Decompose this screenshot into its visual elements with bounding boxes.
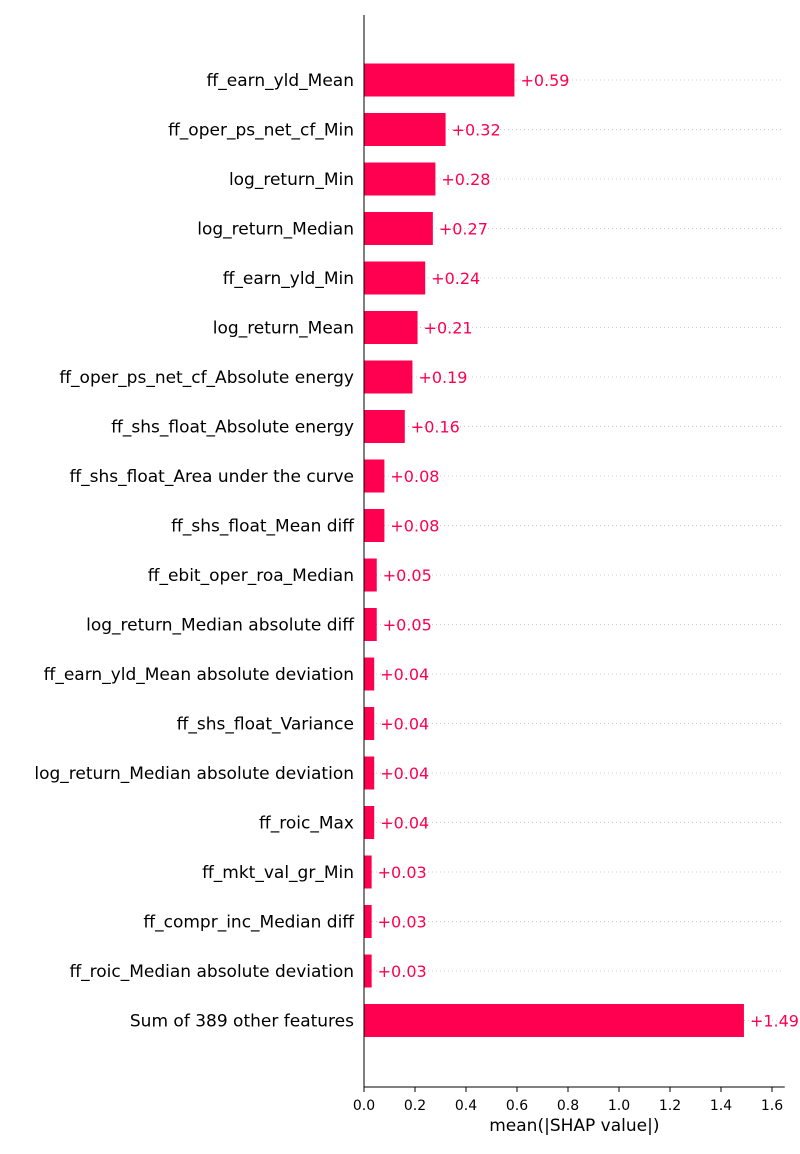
feature-label: log_return_Mean [213, 319, 354, 339]
value-label: +0.03 [378, 913, 427, 932]
x-tick-label: 1.6 [761, 1098, 783, 1114]
x-axis-ticks: 0.0 0.2 0.4 0.6 0.8 1.0 1.2 1.4 1.6 [353, 1087, 783, 1114]
feature-label: ff_shs_float_Area under the curve [69, 467, 354, 487]
bar [364, 806, 375, 839]
bar [364, 113, 446, 146]
bar [364, 261, 426, 295]
value-label: +0.04 [380, 665, 429, 684]
value-label: +0.28 [441, 170, 490, 189]
feature-label: ff_oper_ps_net_cf_Min [168, 121, 354, 141]
bar [364, 360, 413, 394]
value-label: +0.08 [390, 517, 439, 536]
value-label: +0.21 [424, 319, 473, 338]
feature-label: ff_shs_float_Mean diff [171, 517, 355, 537]
value-label: +0.03 [378, 962, 427, 981]
feature-label: ff_ebit_oper_roa_Median [148, 566, 354, 586]
value-label: +0.05 [383, 616, 432, 635]
value-label: +1.49 [750, 1012, 799, 1031]
value-label: +0.19 [418, 368, 467, 387]
x-tick-label: 0.8 [557, 1098, 579, 1114]
feature-label: Sum of 389 other features [130, 1012, 354, 1032]
bar [364, 657, 375, 691]
bar [364, 1004, 744, 1037]
bar [364, 459, 385, 493]
x-tick-label: 1.4 [710, 1098, 732, 1114]
value-label: +0.03 [378, 863, 427, 882]
x-tick-label: 0.6 [506, 1098, 528, 1114]
x-tick-label: 0.2 [404, 1098, 426, 1114]
bar [364, 558, 377, 592]
value-label: +0.32 [452, 121, 501, 140]
feature-label: ff_roic_Median absolute deviation [69, 962, 354, 982]
value-label: +0.24 [431, 269, 480, 288]
feature-label: log_return_Median absolute diff [86, 616, 355, 636]
value-labels: +0.59 +0.32 +0.28 +0.27 +0.24 +0.21 +0.19 +0.16… [378, 71, 799, 1031]
feature-label: ff_compr_inc_Median diff [143, 913, 355, 933]
feature-labels: ff_earn_yld_Mean ff_oper_ps_net_cf_Minlog… [34, 71, 355, 1032]
bar [364, 954, 372, 988]
feature-label: ff_shs_float_Variance [177, 715, 354, 735]
value-label: +0.05 [383, 566, 432, 585]
value-label: +0.04 [380, 764, 429, 783]
feature-label: log_return_Median [197, 220, 354, 240]
axes [363, 15, 785, 1088]
bar [364, 905, 372, 938]
bar [364, 509, 385, 542]
x-tick-label: 1.0 [608, 1098, 630, 1114]
x-tick-label: 0.0 [353, 1098, 375, 1114]
bars [364, 63, 744, 1037]
bar [364, 162, 436, 196]
feature-label: ff_roic_Max [259, 814, 354, 834]
feature-label: log_return_Min [229, 170, 354, 190]
feature-label: ff_shs_float_Absolute energy [111, 418, 354, 438]
bar [364, 410, 405, 443]
feature-label: ff_oper_ps_net_cf_Absolute energy [59, 368, 354, 388]
value-label: +0.27 [439, 220, 488, 239]
feature-label: ff_mkt_val_gr_Min [202, 863, 354, 883]
bar [364, 756, 375, 790]
value-label: +0.16 [411, 418, 460, 437]
x-tick-label: 1.2 [659, 1098, 681, 1114]
value-label: +0.04 [380, 715, 429, 734]
bar [364, 311, 418, 344]
feature-label: ff_earn_yld_Min [223, 269, 354, 289]
x-tick-label: 0.4 [455, 1098, 477, 1114]
x-axis-title: mean(|SHAP value|) [489, 1116, 659, 1136]
bar [364, 63, 515, 97]
bar [364, 707, 375, 740]
bar [364, 212, 433, 245]
value-label: +0.59 [520, 71, 569, 90]
value-label: +0.04 [380, 814, 429, 833]
value-label: +0.08 [390, 467, 439, 486]
feature-label: log_return_Median absolute deviation [34, 764, 354, 784]
bar [364, 608, 377, 641]
feature-label: ff_earn_yld_Mean absolute deviation [44, 665, 354, 685]
bar [364, 855, 372, 889]
feature-label: ff_earn_yld_Mean [207, 71, 354, 91]
